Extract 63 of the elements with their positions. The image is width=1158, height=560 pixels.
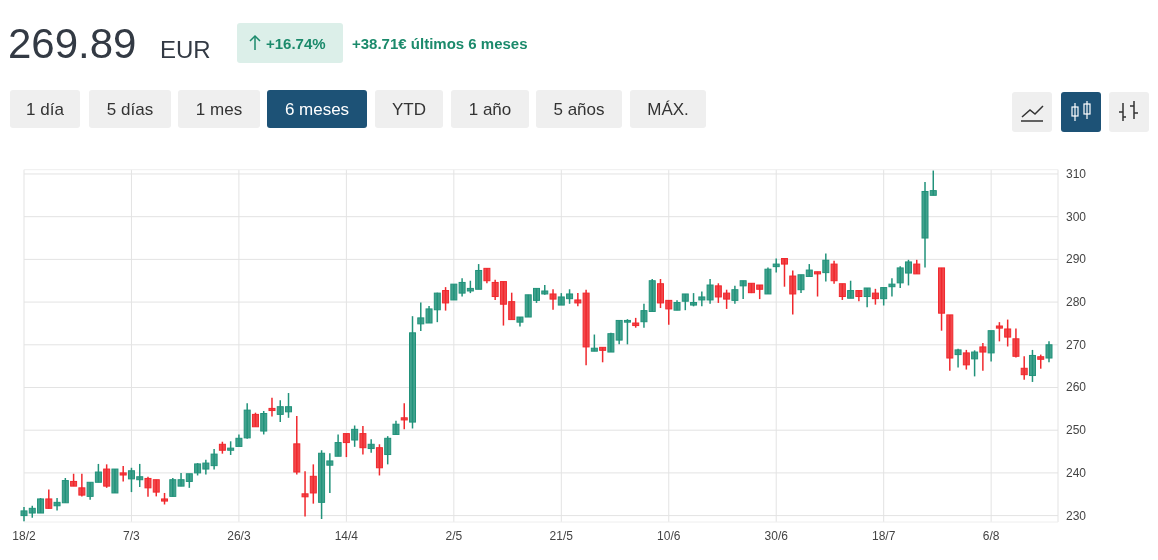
candlestick xyxy=(367,438,375,454)
x-tick-label: 10/6 xyxy=(657,529,681,543)
candlestick xyxy=(103,463,111,489)
candlestick xyxy=(1045,340,1053,364)
candlestick xyxy=(1012,327,1020,359)
candlestick xyxy=(863,287,871,308)
x-tick-label: 7/3 xyxy=(123,529,141,543)
candlestick xyxy=(739,279,747,300)
candlestick xyxy=(375,443,383,477)
text: 1 día xyxy=(26,100,65,119)
text: +16.74% xyxy=(266,35,326,52)
candlestick xyxy=(789,269,797,316)
candlestick xyxy=(822,252,830,283)
x-tick-label: 26/3 xyxy=(227,529,251,543)
y-tick-label: 280 xyxy=(1066,295,1087,310)
y-tick-label: 240 xyxy=(1066,465,1087,480)
candlestick xyxy=(987,329,995,363)
x-tick-label: 21/5 xyxy=(549,529,574,543)
text: 5 años xyxy=(553,100,605,119)
y-tick-label: 310 xyxy=(1066,166,1087,181)
candlestick xyxy=(1028,349,1036,383)
candlestick xyxy=(45,488,53,510)
candlestick xyxy=(780,257,788,288)
chart-title: 269.89 xyxy=(8,20,137,67)
text: 6 meses xyxy=(284,100,350,119)
text: YTD xyxy=(392,100,426,119)
y-tick-label: 270 xyxy=(1066,337,1087,352)
text: +38.71€ últimos 6 meses xyxy=(352,35,528,52)
y-tick-label: 250 xyxy=(1066,423,1087,438)
candlestick xyxy=(400,402,408,431)
candlestick xyxy=(384,435,392,466)
candlestick xyxy=(971,349,979,378)
candlestick xyxy=(268,396,276,418)
y-tick-label: 260 xyxy=(1066,380,1087,395)
candlestick xyxy=(359,425,367,456)
candlestick xyxy=(549,288,557,311)
x-tick-label: 18/2 xyxy=(12,529,36,543)
x-tick-label: 2/5 xyxy=(445,529,463,543)
candlestick xyxy=(814,271,822,298)
x-tick-label: 14/4 xyxy=(334,529,359,543)
x-tick-label: 6/8 xyxy=(982,529,1000,543)
candlestick xyxy=(962,349,970,371)
candlestick xyxy=(979,342,987,372)
candlestick xyxy=(1020,355,1028,381)
text: 5 días xyxy=(106,100,154,119)
candlestick xyxy=(351,424,359,448)
y-tick-label: 230 xyxy=(1066,508,1087,523)
candlestick xyxy=(442,286,450,312)
candlestick xyxy=(342,432,350,458)
candlestick xyxy=(772,257,780,274)
candlestick xyxy=(111,468,119,494)
x-tick-label: 18/7 xyxy=(872,529,896,543)
candlestick xyxy=(260,410,268,436)
candlestick xyxy=(830,259,838,285)
candlestick xyxy=(119,465,127,483)
x-tick-label: 30/6 xyxy=(764,529,789,543)
text: MÁX. xyxy=(647,100,689,119)
y-tick-label: 290 xyxy=(1066,252,1087,267)
y-tick-label: 300 xyxy=(1066,209,1087,224)
candlestick xyxy=(334,433,342,457)
text: 1 año xyxy=(468,100,512,119)
text: EUR xyxy=(160,36,211,63)
text: 1 mes xyxy=(195,100,243,119)
